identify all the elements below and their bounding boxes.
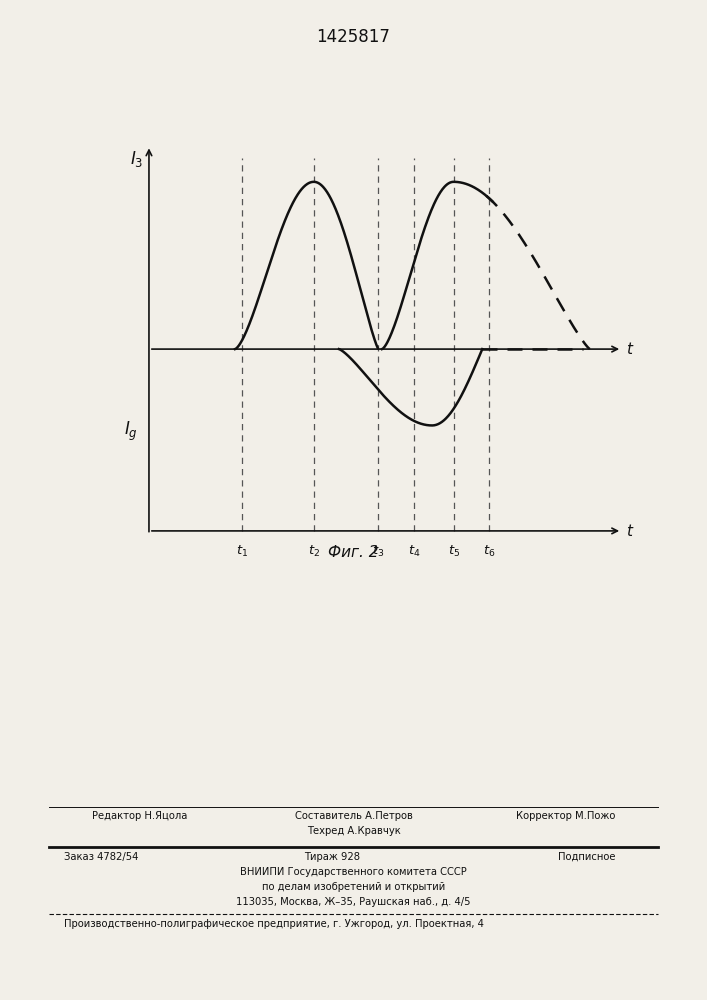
Text: Корректор М.Пожо: Корректор М.Пожо <box>515 811 615 821</box>
Text: $I_g$: $I_g$ <box>124 419 138 443</box>
Text: Производственно-полиграфическое предприятие, г. Ужгород, ул. Проектная, 4: Производственно-полиграфическое предприя… <box>64 919 484 929</box>
Text: $t_5$: $t_5$ <box>448 544 460 559</box>
Text: Заказ 4782/54: Заказ 4782/54 <box>64 852 138 862</box>
Text: 113035, Москва, Ж–35, Раушская наб., д. 4/5: 113035, Москва, Ж–35, Раушская наб., д. … <box>236 897 471 907</box>
Text: $t$: $t$ <box>626 341 634 357</box>
Text: $t_2$: $t_2$ <box>308 544 320 559</box>
Text: ВНИИПИ Государственного комитета СССР: ВНИИПИ Государственного комитета СССР <box>240 867 467 877</box>
Text: $t$: $t$ <box>626 523 634 539</box>
Text: $I_3$: $I_3$ <box>130 149 144 169</box>
Text: Фиг. 2: Фиг. 2 <box>328 545 379 560</box>
Text: Подписное: Подписное <box>558 852 615 862</box>
Text: Тираж 928: Тираж 928 <box>304 852 361 862</box>
Text: $t_3$: $t_3$ <box>372 544 385 559</box>
Text: Редактор Н.Яцола: Редактор Н.Яцола <box>92 811 187 821</box>
Text: $t_1$: $t_1$ <box>236 544 248 559</box>
Text: Техред А.Кравчук: Техред А.Кравчук <box>307 826 400 836</box>
Text: $t_6$: $t_6$ <box>483 544 496 559</box>
Text: Составитель А.Петров: Составитель А.Петров <box>295 811 412 821</box>
Text: $t_4$: $t_4$ <box>408 544 421 559</box>
Text: 1425817: 1425817 <box>317 28 390 46</box>
Text: по делам изобретений и открытий: по делам изобретений и открытий <box>262 882 445 892</box>
